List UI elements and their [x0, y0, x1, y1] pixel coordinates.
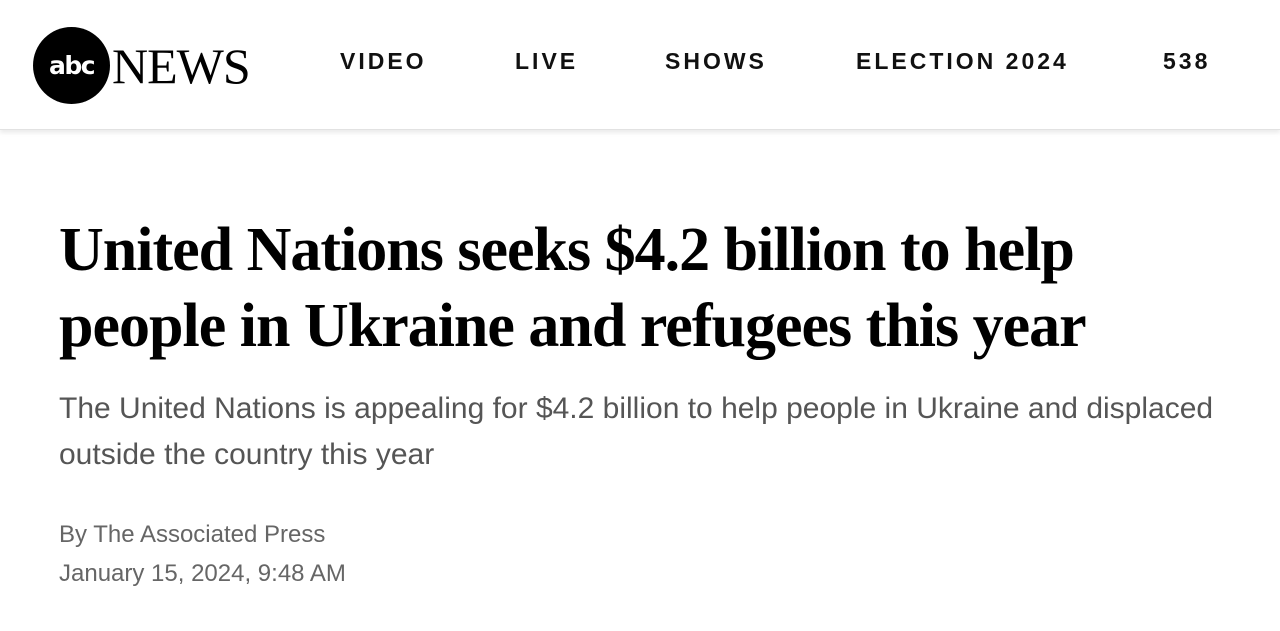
- article-headline: United Nations seeks $4.2 billion to hel…: [59, 216, 1087, 360]
- nav-538[interactable]: 538: [1163, 48, 1211, 74]
- nav-live[interactable]: LIVE: [515, 48, 579, 74]
- news-wordmark: NEWS: [112, 37, 251, 94]
- site-header: abc NEWS VIDEO LIVE SHOWS ELECTION 2024 …: [0, 0, 1280, 130]
- nav-video[interactable]: VIDEO: [340, 48, 427, 74]
- article-byline: By The Associated Press: [59, 521, 326, 548]
- nav-election-2024[interactable]: ELECTION 2024: [856, 48, 1069, 74]
- nav-shows[interactable]: SHOWS: [665, 48, 767, 74]
- article-date: January 15, 2024, 9:48 AM: [59, 560, 346, 587]
- article-subheadline: The United Nations is appealing for $4.2…: [59, 392, 1214, 471]
- abc-logo-circle: abc: [33, 27, 110, 104]
- abc-news-logo[interactable]: abc NEWS: [33, 27, 251, 104]
